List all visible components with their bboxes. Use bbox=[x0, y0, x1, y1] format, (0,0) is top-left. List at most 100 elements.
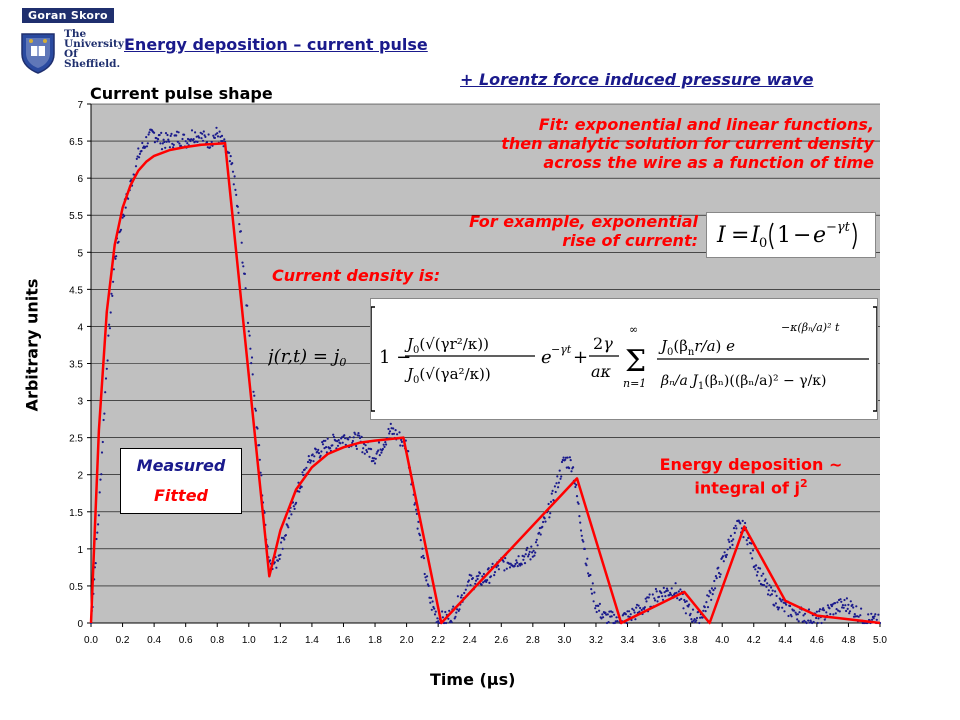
measured-point bbox=[790, 615, 793, 618]
measured-point bbox=[516, 561, 519, 564]
measured-point bbox=[419, 539, 422, 542]
measured-point bbox=[557, 481, 561, 484]
measured-point bbox=[258, 458, 261, 461]
measured-point bbox=[695, 616, 699, 620]
measured-point bbox=[840, 600, 843, 603]
measured-point bbox=[317, 452, 321, 455]
measured-point bbox=[387, 427, 390, 431]
measured-point bbox=[591, 582, 594, 585]
fit-line: across the wire as a function of time bbox=[543, 153, 874, 172]
measured-point bbox=[709, 591, 712, 594]
measured-point bbox=[684, 612, 688, 615]
measured-point bbox=[205, 141, 209, 144]
measured-point bbox=[436, 617, 439, 620]
measured-point bbox=[351, 439, 354, 443]
measured-point bbox=[607, 621, 610, 624]
measured-point bbox=[848, 612, 851, 615]
measured-point bbox=[531, 551, 534, 554]
measured-point bbox=[134, 165, 138, 168]
measured-point bbox=[643, 606, 647, 609]
measured-point bbox=[628, 610, 631, 613]
measured-point bbox=[228, 160, 231, 163]
measured-point bbox=[582, 540, 585, 543]
measured-point bbox=[219, 135, 222, 138]
measured-point bbox=[431, 600, 434, 603]
x-tick-label: 3.4 bbox=[621, 635, 635, 646]
measured-point bbox=[190, 129, 194, 132]
measured-point bbox=[608, 610, 611, 613]
measured-point bbox=[661, 595, 664, 598]
measured-point bbox=[190, 138, 193, 141]
measured-point bbox=[690, 618, 693, 621]
measured-point bbox=[383, 445, 386, 448]
measured-point bbox=[732, 527, 736, 530]
measured-point bbox=[127, 197, 130, 200]
measured-point bbox=[238, 223, 241, 226]
x-tick-label: 4.8 bbox=[841, 635, 855, 646]
measured-point bbox=[871, 618, 874, 621]
measured-point bbox=[803, 612, 807, 615]
measured-point bbox=[163, 140, 166, 144]
measured-point bbox=[164, 146, 167, 149]
measured-point bbox=[280, 541, 283, 544]
measured-point bbox=[209, 146, 212, 149]
measured-point bbox=[598, 602, 602, 606]
measured-point bbox=[547, 502, 550, 506]
measured-point bbox=[544, 520, 547, 523]
measured-point bbox=[434, 610, 437, 613]
measured-point bbox=[319, 454, 322, 457]
measured-point bbox=[502, 560, 505, 563]
measured-point bbox=[169, 134, 172, 137]
measured-point bbox=[339, 442, 342, 445]
measured-point bbox=[691, 608, 695, 611]
measured-point bbox=[610, 615, 613, 618]
example-description: For example, exponential rise of current… bbox=[469, 212, 698, 250]
measured-point bbox=[794, 611, 797, 614]
measured-point bbox=[855, 605, 858, 608]
measured-point bbox=[392, 427, 395, 430]
measured-point bbox=[745, 539, 748, 542]
current-density-formula: j 1 − J0(√(γr²/κ)) J0(√(γa²/κ)) e −γt + … bbox=[267, 306, 878, 412]
energy-line-2: integral of j bbox=[694, 478, 800, 498]
measured-point bbox=[669, 591, 672, 594]
measured-point bbox=[648, 593, 651, 596]
svg-text:aκ: aκ bbox=[591, 362, 612, 381]
measured-point bbox=[140, 149, 143, 153]
measured-point bbox=[564, 458, 567, 461]
measured-point bbox=[695, 619, 698, 622]
measured-point bbox=[254, 409, 257, 412]
measured-point bbox=[430, 608, 433, 611]
measured-point bbox=[586, 557, 589, 560]
measured-point bbox=[693, 618, 696, 621]
svg-text:j(r,t) = j0: j(r,t) = j0 bbox=[268, 346, 346, 369]
chart-legend: Measured Fitted bbox=[120, 448, 242, 514]
measured-point bbox=[534, 541, 538, 544]
measured-point bbox=[420, 556, 423, 559]
measured-point bbox=[417, 520, 420, 524]
measured-point bbox=[727, 538, 730, 541]
svg-text:∞: ∞ bbox=[629, 323, 638, 336]
measured-point bbox=[362, 447, 365, 450]
measured-point bbox=[109, 311, 112, 314]
measured-point bbox=[777, 606, 781, 609]
measured-point bbox=[604, 611, 607, 614]
measured-point bbox=[714, 575, 718, 578]
measured-point bbox=[389, 422, 392, 425]
measured-point bbox=[815, 610, 819, 613]
measured-point bbox=[105, 367, 108, 370]
measured-point bbox=[427, 584, 430, 588]
measured-point bbox=[877, 613, 880, 616]
measured-point bbox=[725, 555, 728, 559]
measured-point bbox=[426, 575, 429, 578]
measured-point bbox=[706, 594, 709, 597]
measured-point bbox=[421, 547, 424, 550]
measured-point bbox=[807, 619, 810, 622]
measured-point bbox=[593, 591, 596, 594]
measured-point bbox=[508, 566, 512, 569]
x-tick-label: 2.0 bbox=[400, 635, 414, 646]
svg-text:Σ: Σ bbox=[625, 344, 646, 379]
measured-point bbox=[632, 609, 635, 612]
measured-point bbox=[675, 591, 678, 594]
measured-point bbox=[807, 608, 811, 611]
measured-point bbox=[108, 327, 111, 330]
